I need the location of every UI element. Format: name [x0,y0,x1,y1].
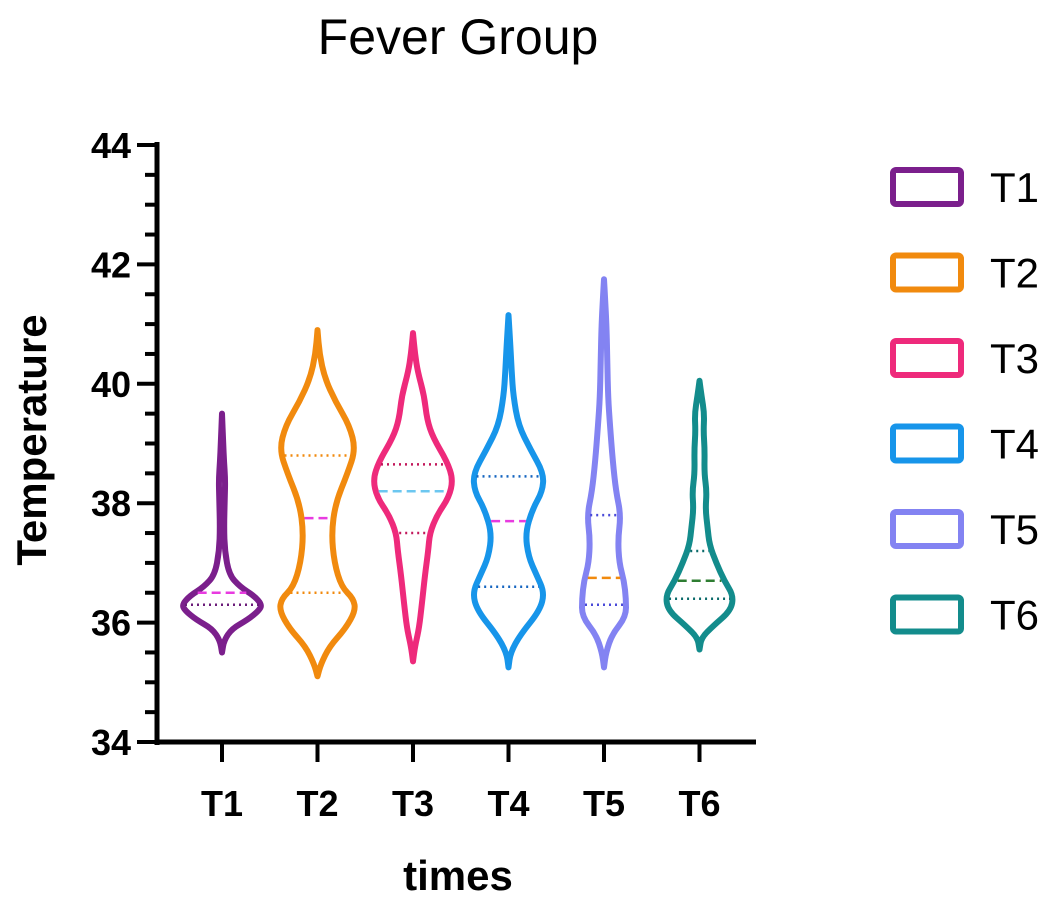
x-tick-label: T1 [201,783,243,824]
x-axis-title: times [403,852,513,899]
legend-swatch-t6 [890,594,964,635]
violin-t5 [579,276,629,671]
violin-t1 [180,410,264,656]
plot-area: 34 36 38 40 42 44 T1 T2 T3 T4 T5 T6 [91,125,756,824]
x-tick-label: T2 [296,783,338,824]
violin-t4 [470,312,547,671]
legend-swatch-t5 [890,509,964,549]
legend-swatch-t4 [890,423,964,464]
legend-label-t1: T1 [990,164,1039,211]
legend-label-t6: T6 [990,592,1039,639]
legend-swatch-t1 [890,167,964,207]
y-tick-label: 36 [91,603,131,644]
y-tick-label: 40 [91,364,131,405]
y-tick-label: 44 [91,125,131,166]
y-tick-label: 34 [91,722,131,763]
x-tick-label: T6 [678,783,720,824]
legend-label-t5: T5 [990,506,1039,553]
violin-t6 [663,377,736,653]
legend-label-t4: T4 [990,421,1039,468]
legend: T1 T2 T3 T4 T5 T6 [890,164,1039,639]
y-tick-label: 42 [91,244,131,285]
violin-t3 [371,330,455,665]
x-tick-label: T5 [583,783,625,824]
y-axis-title: Temperature [8,314,55,565]
violin-t2 [277,327,358,680]
legend-swatch-t3 [890,338,964,378]
legend-swatch-t2 [890,252,964,293]
chart-title: Fever Group [318,9,599,65]
y-tick-label: 38 [91,483,131,524]
legend-label-t3: T3 [990,335,1039,382]
x-tick-label: T3 [392,783,434,824]
x-tick-label: T4 [487,783,529,824]
legend-label-t2: T2 [990,250,1039,297]
